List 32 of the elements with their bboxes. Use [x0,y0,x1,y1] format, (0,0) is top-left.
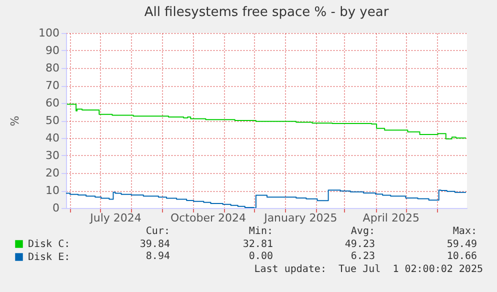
y-tick-label: 10 [46,184,60,197]
text: 6.23 [350,251,375,262]
text: Cur: [146,226,170,237]
text: 39.84 [140,238,170,250]
text: 10.66 [446,251,477,262]
y-tick-label: 70 [46,79,60,92]
text: 0.00 [248,251,273,262]
chart-title: All filesystems free space % - by year [144,5,390,20]
y-tick-label: 100 [38,26,60,40]
legend-label: Disk E: [28,252,70,263]
x-tick-label: April 2025 [362,212,420,224]
text: Last update: Tue Jul 1 02:00:02 2025 [254,264,483,275]
x-tick-label: January 2025 [263,212,338,224]
legend-label: Disk C: [28,239,70,250]
text: 8.94 [146,251,170,262]
text: 59.49 [446,238,477,250]
x-tick-label: October 2024 [170,212,246,224]
y-tick-label: 20 [46,166,60,180]
y-tick-label: 0 [52,202,60,214]
y-tick-label: 60 [46,96,60,110]
text: Min: [248,226,273,237]
text: Avg: [350,226,375,237]
y-tick-label: 40 [46,132,60,144]
text: Max: [452,226,477,237]
text: 32.81 [242,238,273,250]
y-tick-label: 90 [46,44,60,57]
y-tick-label: 30 [46,149,60,162]
y-tick-label: 50 [46,114,60,127]
x-tick-label: July 2024 [89,212,142,224]
text: 49.23 [344,238,375,250]
y-axis-title: % [8,116,22,126]
y-tick-label: 80 [46,62,60,74]
